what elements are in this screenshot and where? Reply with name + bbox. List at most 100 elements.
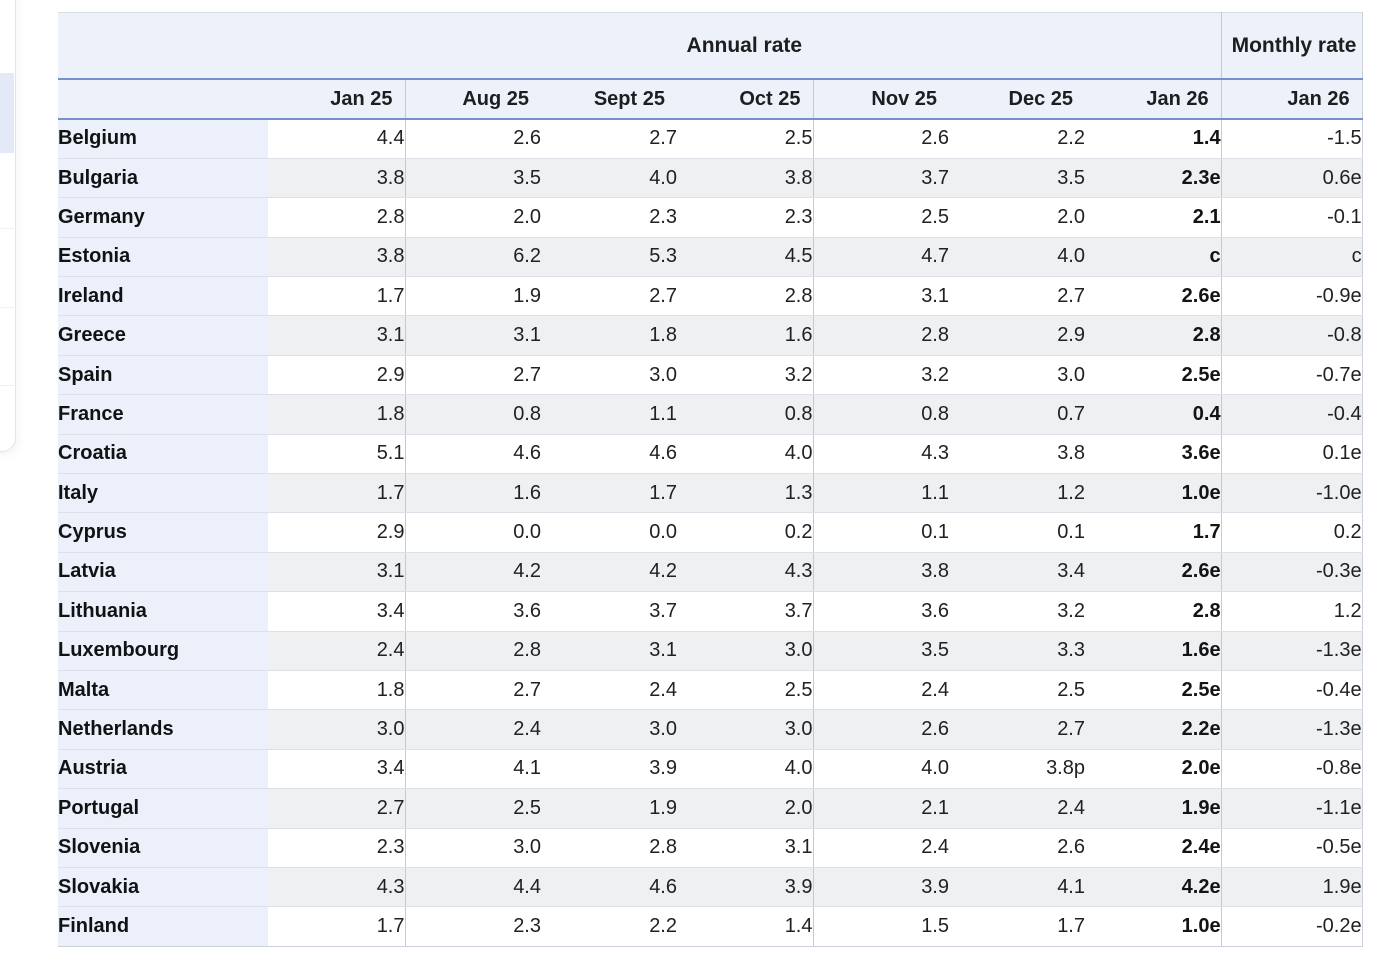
annual-value-cell: 2.1: [1085, 197, 1222, 238]
group-header-row: Annual rate Monthly rate: [58, 12, 1363, 80]
country-cell: Portugal: [58, 788, 268, 829]
monthly-value-cell: -1.3e: [1220, 709, 1363, 750]
annual-value-cell: 0.7: [949, 394, 1085, 435]
monthly-value-cell: -0.4: [1220, 394, 1363, 435]
annual-value-cell: 1.6: [404, 473, 541, 514]
annual-value-cell: 1.8: [541, 315, 677, 356]
annual-value-cell: 4.3: [268, 867, 405, 908]
annual-value-cell: 3.3: [949, 631, 1085, 671]
table-row: Netherlands 3.0 2.4 3.0 3.0 2.6 2.7 2.2e -1.3e: [58, 709, 1363, 750]
annual-value-cell: 2.4: [812, 828, 949, 868]
annual-value-cell: 3.1: [268, 315, 405, 356]
annual-value-cell: 2.5: [812, 197, 949, 238]
annual-value-cell: 2.3e: [1085, 158, 1222, 199]
country-cell: Germany: [58, 197, 268, 238]
annual-value-cell: 1.0e: [1085, 906, 1222, 947]
annual-value-cell: 4.0: [812, 749, 949, 790]
annual-value-cell: 3.5: [404, 158, 541, 199]
annual-value-cell: 1.2: [949, 473, 1085, 514]
table-row: Latvia 3.1 4.2 4.2 4.3 3.8 3.4 2.6e -0.3e: [58, 552, 1363, 593]
annual-value-cell: 2.7: [268, 788, 405, 829]
annual-value-cell: 1.7: [268, 276, 405, 317]
annual-value-cell: 3.2: [812, 355, 949, 396]
annual-value-cell: 2.6: [949, 828, 1085, 868]
annual-value-cell: 3.4: [268, 591, 405, 632]
annual-value-cell: 3.9: [541, 749, 677, 790]
annual-value-cell: 0.8: [404, 394, 541, 435]
annual-value-cell: 2.8: [404, 631, 541, 671]
annual-value-cell: 4.1: [404, 749, 541, 790]
annual-value-cell: 4.5: [677, 237, 813, 278]
left-panel-divider: [0, 385, 14, 386]
annual-value-cell: 3.8: [677, 158, 813, 199]
table-row: France 1.8 0.8 1.1 0.8 0.8 0.7 0.4 -0.4: [58, 394, 1363, 435]
country-cell: Bulgaria: [58, 158, 268, 199]
rates-table-body: Belgium 4.4 2.6 2.7 2.5 2.6 2.2 1.4 -1.5 Bulgaria…: [58, 119, 1363, 947]
left-panel-divider: [0, 228, 14, 229]
annual-value-cell: 1.7: [268, 473, 405, 514]
annual-value-cell: 3.1: [541, 631, 677, 671]
annual-value-cell: 3.4: [268, 749, 405, 790]
monthly-value-cell: 0.1e: [1220, 434, 1363, 475]
table-row: Portugal 2.7 2.5 1.9 2.0 2.1 2.4 1.9e -1.1e: [58, 788, 1363, 829]
country-cell: Belgium: [58, 119, 268, 159]
annual-value-cell: 2.4e: [1085, 828, 1222, 868]
annual-value-cell: 4.2: [541, 552, 677, 593]
annual-value-cell: 2.3: [268, 828, 405, 868]
corner-header-cell: [58, 12, 268, 80]
monthly-value-cell: -0.7e: [1220, 355, 1363, 396]
table-row: Greece 3.1 3.1 1.8 1.6 2.8 2.9 2.8 -0.8: [58, 315, 1363, 356]
annual-value-cell: 2.7: [541, 276, 677, 317]
annual-value-cell: 1.1: [812, 473, 949, 514]
annual-value-cell: 2.7: [949, 276, 1085, 317]
table-row: Slovenia 2.3 3.0 2.8 3.1 2.4 2.6 2.4e -0.5e: [58, 828, 1363, 868]
monthly-value-cell: -0.9e: [1220, 276, 1363, 317]
annual-value-cell: 2.4: [404, 709, 541, 750]
annual-value-cell: 1.3: [677, 473, 813, 514]
annual-value-cell: 3.8: [268, 237, 405, 278]
annual-value-cell: 0.8: [677, 394, 813, 435]
annual-value-cell: 3.7: [812, 158, 949, 199]
annual-value-cell: 3.0: [268, 709, 405, 750]
annual-value-cell: 4.2: [404, 552, 541, 593]
annual-value-cell: 2.0e: [1085, 749, 1222, 790]
annual-value-cell: 0.1: [812, 512, 949, 553]
country-cell: Italy: [58, 473, 268, 514]
table-row: Belgium 4.4 2.6 2.7 2.5 2.6 2.2 1.4 -1.5: [58, 119, 1363, 159]
left-panel-selected-item[interactable]: [0, 73, 14, 153]
month-column-header: Nov 25: [812, 79, 949, 120]
annual-value-cell: 2.5e: [1085, 670, 1222, 711]
annual-value-cell: 1.4: [677, 906, 813, 947]
table-row: Luxembourg 2.4 2.8 3.1 3.0 3.5 3.3 1.6e -1.3e: [58, 631, 1363, 671]
month-column-header: Aug 25: [404, 79, 541, 120]
country-cell: Netherlands: [58, 709, 268, 750]
annual-value-cell: 4.2e: [1085, 867, 1222, 908]
table-row: Ireland 1.7 1.9 2.7 2.8 3.1 2.7 2.6e -0.9e: [58, 276, 1363, 317]
monthly-value-cell: -1.5: [1220, 119, 1363, 159]
annual-value-cell: 2.4: [541, 670, 677, 711]
monthly-value-cell: -0.8: [1220, 315, 1363, 356]
annual-value-cell: 3.8: [949, 434, 1085, 475]
annual-value-cell: 2.7: [949, 709, 1085, 750]
monthly-value-cell: -1.3e: [1220, 631, 1363, 671]
monthly-value-cell: -1.1e: [1220, 788, 1363, 829]
annual-value-cell: 1.9: [541, 788, 677, 829]
monthly-value-cell: 0.6e: [1220, 158, 1363, 199]
table-row: Slovakia 4.3 4.4 4.6 3.9 3.9 4.1 4.2e 1.9e: [58, 867, 1363, 908]
annual-value-cell: 1.8: [268, 670, 405, 711]
country-cell: Malta: [58, 670, 268, 711]
monthly-value-cell: -1.0e: [1220, 473, 1363, 514]
table-row: Lithuania 3.4 3.6 3.7 3.7 3.6 3.2 2.8 1.2: [58, 591, 1363, 632]
monthly-value-cell: 0.2: [1220, 512, 1363, 553]
annual-value-cell: 1.1: [541, 394, 677, 435]
annual-value-cell: 1.7: [1085, 512, 1222, 553]
annual-value-cell: 0.2: [677, 512, 813, 553]
annual-value-cell: 4.1: [949, 867, 1085, 908]
month-column-header: Dec 25: [949, 79, 1085, 120]
annual-value-cell: 4.0: [541, 158, 677, 199]
annual-value-cell: 1.9e: [1085, 788, 1222, 829]
annual-value-cell: 3.7: [677, 591, 813, 632]
table-row: Italy 1.7 1.6 1.7 1.3 1.1 1.2 1.0e -1.0e: [58, 473, 1363, 514]
country-cell: Spain: [58, 355, 268, 396]
annual-value-cell: 2.3: [677, 197, 813, 238]
